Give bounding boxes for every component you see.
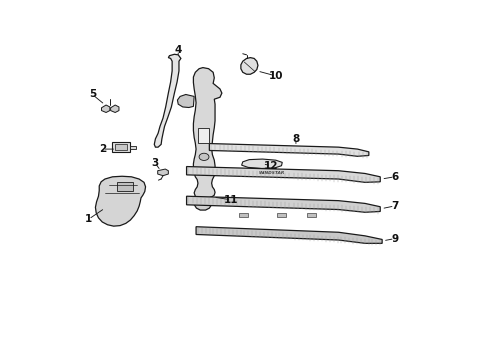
Polygon shape [154, 54, 181, 147]
Polygon shape [194, 68, 222, 198]
Text: 4: 4 [174, 45, 182, 55]
Text: WINDSTAR: WINDSTAR [259, 171, 285, 175]
Bar [239, 213, 248, 217]
Text: 10: 10 [269, 71, 283, 81]
Bar [118, 182, 133, 191]
Text: 12: 12 [264, 161, 278, 171]
Polygon shape [96, 176, 146, 226]
Polygon shape [101, 105, 110, 112]
Polygon shape [196, 227, 382, 243]
Text: 8: 8 [293, 134, 299, 144]
Text: 3: 3 [151, 158, 159, 168]
Circle shape [199, 153, 209, 161]
Text: 1: 1 [85, 214, 92, 224]
Polygon shape [187, 196, 380, 212]
Polygon shape [111, 105, 119, 112]
Text: 2: 2 [98, 144, 106, 154]
Polygon shape [112, 142, 130, 152]
Text: 9: 9 [391, 234, 398, 244]
Text: 11: 11 [224, 195, 239, 205]
Text: 5: 5 [89, 90, 96, 99]
Text: 6: 6 [391, 172, 398, 182]
Polygon shape [130, 146, 136, 149]
Polygon shape [158, 169, 169, 176]
Polygon shape [209, 144, 369, 156]
Bar [198, 128, 209, 143]
Bar [277, 213, 286, 217]
Text: 7: 7 [391, 201, 398, 211]
Polygon shape [194, 197, 212, 210]
Polygon shape [242, 159, 282, 168]
Polygon shape [177, 94, 194, 108]
Bar [307, 213, 317, 217]
Polygon shape [187, 167, 380, 183]
Polygon shape [241, 58, 258, 74]
Bar [115, 144, 127, 150]
